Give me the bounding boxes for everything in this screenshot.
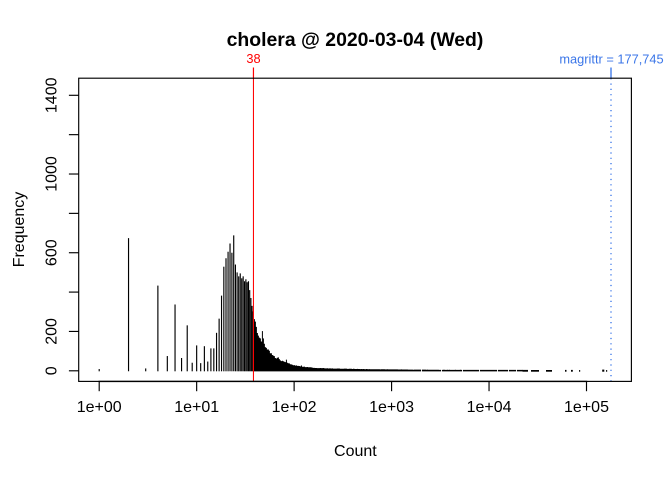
svg-text:600: 600 xyxy=(43,239,60,266)
svg-text:200: 200 xyxy=(43,318,60,345)
svg-text:38: 38 xyxy=(246,51,260,66)
svg-text:1e+00: 1e+00 xyxy=(77,399,122,416)
svg-text:1400: 1400 xyxy=(43,77,60,113)
svg-text:Count: Count xyxy=(334,443,377,460)
svg-text:magrittr = 177,745: magrittr = 177,745 xyxy=(559,52,663,67)
svg-text:cholera @ 2020-03-04 (Wed): cholera @ 2020-03-04 (Wed) xyxy=(227,29,484,51)
svg-text:1e+01: 1e+01 xyxy=(174,399,219,416)
svg-text:1000: 1000 xyxy=(43,156,60,192)
svg-text:1e+03: 1e+03 xyxy=(369,399,414,416)
svg-text:1e+05: 1e+05 xyxy=(564,399,609,416)
svg-text:1e+02: 1e+02 xyxy=(272,399,317,416)
svg-text:1e+04: 1e+04 xyxy=(467,399,512,416)
svg-text:0: 0 xyxy=(43,366,60,375)
svg-text:Frequency: Frequency xyxy=(11,192,28,268)
